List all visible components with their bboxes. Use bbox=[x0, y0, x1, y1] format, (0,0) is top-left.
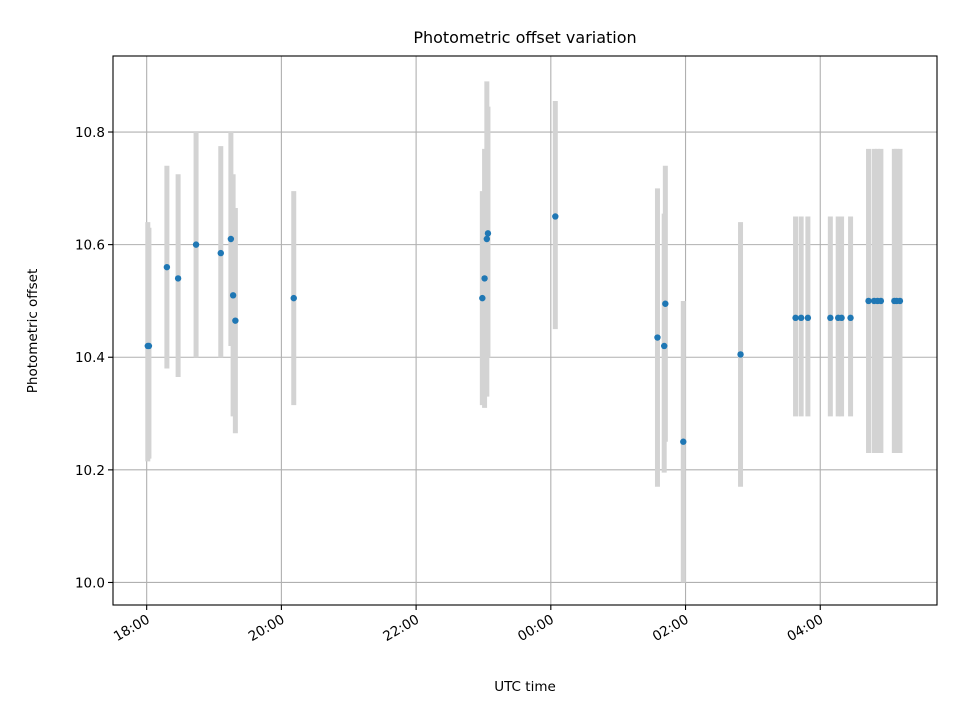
plot-frame bbox=[112, 55, 938, 606]
data-point bbox=[479, 294, 486, 302]
data-point bbox=[804, 314, 812, 322]
data-point bbox=[865, 297, 872, 305]
data-point bbox=[484, 230, 492, 237]
data-point bbox=[481, 275, 488, 282]
x-tick-label: 02:00 bbox=[650, 612, 692, 645]
x-tick-label: 18:00 bbox=[111, 612, 153, 645]
data-point bbox=[654, 334, 661, 341]
data-point bbox=[662, 300, 669, 307]
chart-title: Photometric offset variation bbox=[413, 28, 636, 47]
data-point bbox=[792, 314, 799, 322]
x-axis-label: UTC time bbox=[494, 679, 556, 695]
data-point bbox=[145, 342, 153, 350]
data-point bbox=[552, 213, 559, 220]
data-point bbox=[661, 342, 668, 350]
data-point bbox=[827, 314, 834, 322]
data-point bbox=[232, 317, 239, 324]
data-point bbox=[483, 235, 491, 243]
error-bars bbox=[145, 81, 903, 583]
data-point bbox=[838, 314, 845, 322]
data-point bbox=[896, 297, 904, 305]
data-point bbox=[797, 314, 805, 322]
data-points bbox=[144, 213, 904, 445]
x-tick-label: 00:00 bbox=[515, 612, 557, 645]
y-tick-label: 10.6 bbox=[75, 238, 105, 254]
y-tick-label: 10.8 bbox=[75, 125, 105, 141]
data-point bbox=[227, 235, 235, 243]
data-point bbox=[229, 292, 237, 299]
x-tick-label: 20:00 bbox=[246, 612, 288, 645]
data-point bbox=[290, 294, 297, 302]
data-point bbox=[174, 275, 182, 282]
x-tick-label: 22:00 bbox=[380, 612, 422, 645]
data-point bbox=[847, 314, 854, 322]
axis-ticks: 18:00 20:00 22:00 00:00 02:00 04:00 10.0 10.2 10… bbox=[75, 125, 826, 645]
x-tick-label: 04:00 bbox=[785, 612, 827, 645]
data-point bbox=[217, 249, 224, 257]
y-tick-label: 10.4 bbox=[75, 350, 105, 366]
data-point bbox=[192, 241, 200, 248]
data-point bbox=[737, 351, 744, 358]
data-point bbox=[163, 263, 171, 271]
y-tick-label: 10.0 bbox=[75, 575, 105, 591]
data-point bbox=[680, 438, 687, 445]
y-axis-label: Photometric offset bbox=[25, 269, 41, 393]
y-tick-label: 10.2 bbox=[75, 463, 105, 479]
data-point bbox=[877, 297, 885, 305]
